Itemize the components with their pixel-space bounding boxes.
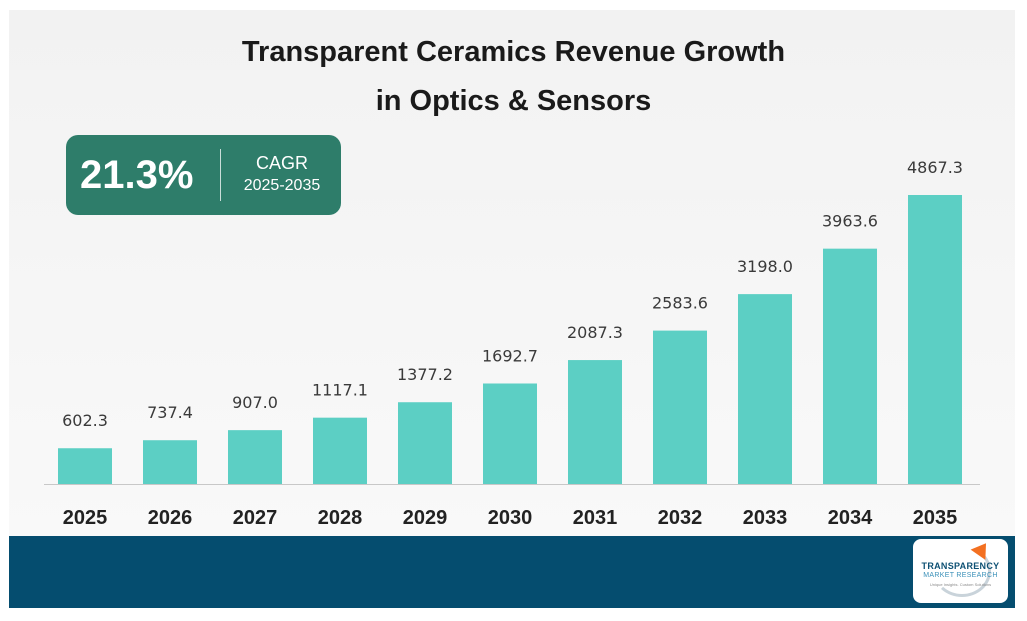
bar-2031 xyxy=(568,360,622,484)
chart-title-line-1: Transparent Ceramics Revenue Growth xyxy=(241,36,786,68)
x-tick-label-2034: 2034 xyxy=(828,507,873,529)
company-logo: TRANSPARENCY MARKET RESEARCH Unique Insi… xyxy=(913,538,1008,603)
data-label-2034: 3963.6 xyxy=(822,212,878,231)
cagr-label: CAGR xyxy=(255,153,308,173)
logo-line-2: MARKET RESEARCH xyxy=(923,572,998,579)
x-tick-label-2029: 2029 xyxy=(403,507,448,529)
data-label-2025: 602.3 xyxy=(62,411,108,430)
data-label-2030: 1692.7 xyxy=(482,346,538,365)
logo-line-1: TRANSPARENCY xyxy=(921,561,1000,571)
x-tick-label-2027: 2027 xyxy=(233,507,278,529)
bar-2026 xyxy=(143,440,197,484)
bar-2029 xyxy=(398,402,452,484)
x-tick-label-2031: 2031 xyxy=(573,507,618,529)
bar-2025 xyxy=(58,448,112,484)
logo-swoosh-icon xyxy=(933,545,991,597)
x-tick-label-2028: 2028 xyxy=(318,507,363,529)
chart-title: Transparent Ceramics Revenue Growth in O… xyxy=(0,28,1027,126)
bar-2030 xyxy=(483,383,537,484)
data-label-2026: 737.4 xyxy=(147,403,193,422)
x-tick-label-2033: 2033 xyxy=(743,507,788,529)
x-tick-label-2032: 2032 xyxy=(658,507,703,529)
bar-2032 xyxy=(653,330,707,484)
cagr-value: 21.3% xyxy=(80,153,194,197)
data-label-2027: 907.0 xyxy=(232,393,278,412)
data-label-2029: 1377.2 xyxy=(397,365,453,384)
data-label-2031: 2087.3 xyxy=(567,323,623,342)
x-tick-label-2030: 2030 xyxy=(488,507,533,529)
bar-2034 xyxy=(823,248,877,484)
data-label-2028: 1117.1 xyxy=(312,381,368,400)
data-label-2035: 4867.3 xyxy=(907,158,963,177)
bar-2028 xyxy=(313,417,367,484)
x-tick-label-2035: 2035 xyxy=(913,507,958,529)
cagr-badge: 21.3% CAGR 2025-2035 xyxy=(66,135,341,215)
data-label-2033: 3198.0 xyxy=(737,257,793,276)
bar-2035 xyxy=(908,195,962,484)
cagr-divider xyxy=(220,149,221,201)
x-tick-label-2026: 2026 xyxy=(148,507,193,529)
x-tick-label-2025: 2025 xyxy=(63,507,108,529)
chart-title-line-2: in Optics & Sensors xyxy=(375,85,652,117)
data-label-2032: 2583.6 xyxy=(652,294,708,313)
logo-line-3: Unique Insights. Custom Solutions xyxy=(929,582,992,587)
bar-2027 xyxy=(228,430,282,484)
cagr-period: 2025-2035 xyxy=(243,177,321,194)
bar-2033 xyxy=(738,294,792,484)
footer-band xyxy=(9,536,1015,608)
